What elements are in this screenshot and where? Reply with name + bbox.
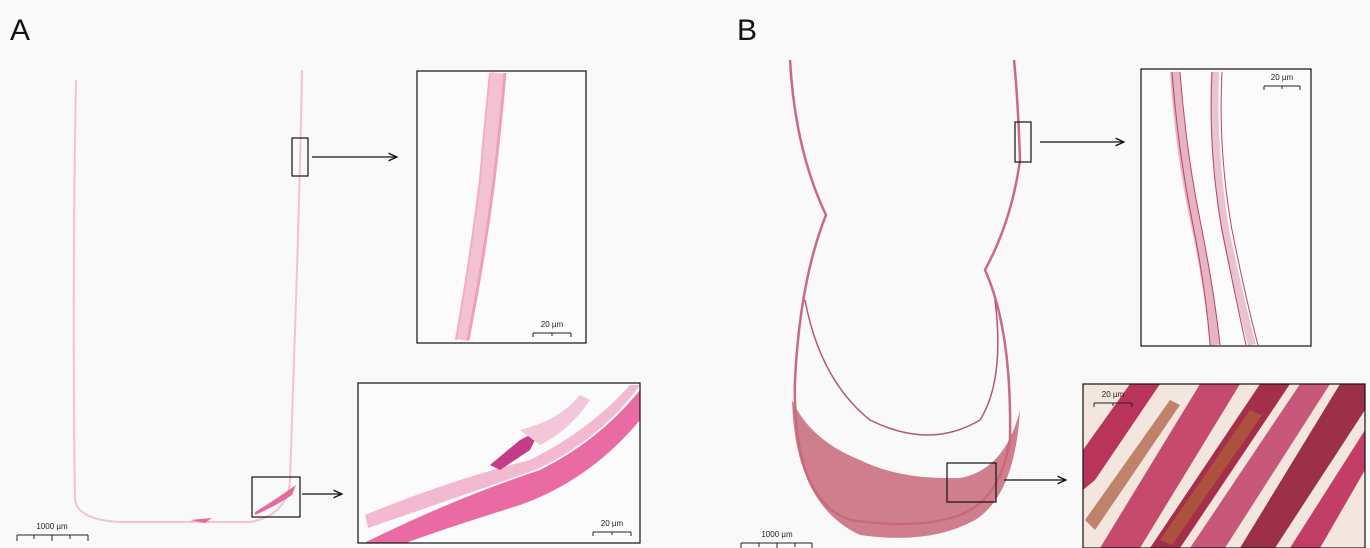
scale-label: 20 µm <box>541 320 564 329</box>
scale-label: 20 µm <box>601 519 624 528</box>
scale-label: 1000 µm <box>761 530 793 539</box>
inset: 20 µm <box>357 382 641 544</box>
panel-label: B <box>737 14 757 47</box>
panel-b: B 1000 µm 20 µm <box>737 14 1366 548</box>
roi-box <box>291 137 309 177</box>
inset: 20 µm <box>1082 383 1366 548</box>
tissue-mass <box>792 400 1020 538</box>
inset: 20 µm <box>1140 68 1312 347</box>
tissue-outline <box>72 69 303 523</box>
scale-label: 20 µm <box>1271 73 1294 82</box>
scale-label: 1000 µm <box>36 522 68 531</box>
panel-label: A <box>10 14 30 47</box>
scale-bar: 1000 µm <box>16 522 89 541</box>
tissue-fragment <box>190 485 296 523</box>
roi-box <box>251 476 301 518</box>
tissue-layer <box>804 299 999 436</box>
roi-box <box>1014 121 1032 163</box>
scale-label: 20 µm <box>1102 390 1125 399</box>
roi-box <box>946 462 997 503</box>
scale-bar: 1000 µm <box>740 530 813 548</box>
panel-a: A 1000 µm 20 µm <box>10 14 641 544</box>
inset: 20 µm <box>416 70 587 344</box>
